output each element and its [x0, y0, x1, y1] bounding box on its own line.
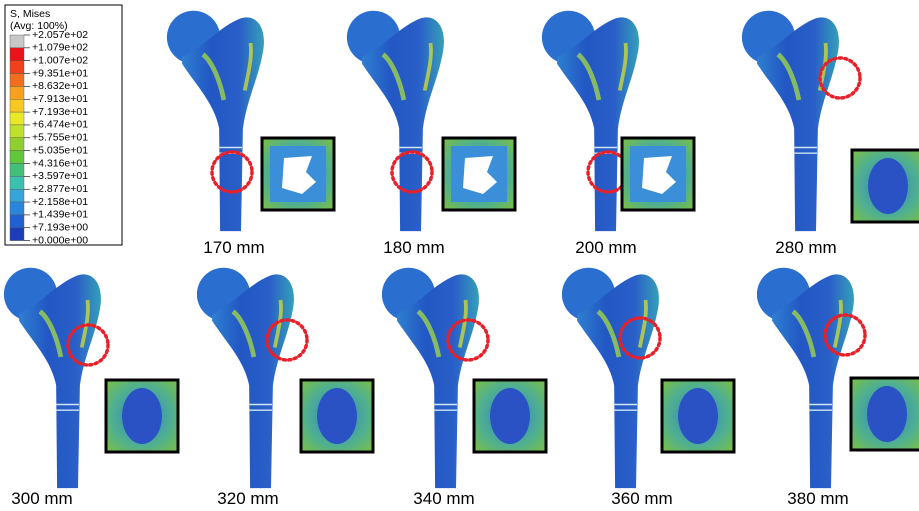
legend-swatch	[10, 138, 24, 151]
legend-label: +7.193e+01	[32, 106, 88, 118]
inset-core	[490, 388, 530, 444]
inset-core	[317, 388, 357, 444]
legend-swatch	[10, 125, 24, 138]
legend-swatch	[10, 74, 24, 87]
legend-label: +4.316e+01	[32, 157, 88, 169]
legend-title: S, Mises	[10, 8, 50, 20]
legend-label: +1.007e+02	[32, 54, 88, 66]
inset-core	[678, 388, 718, 444]
legend-label: +7.913e+01	[32, 93, 88, 105]
legend-label: +0.000e+00	[32, 234, 88, 246]
legend-swatch	[10, 189, 24, 202]
legend-label: +8.632e+01	[32, 80, 88, 92]
legend-swatch	[10, 215, 24, 228]
panel-label: 320 mm	[217, 489, 278, 508]
panel-label: 170 mm	[203, 238, 264, 257]
legend-label: +7.193e+00	[32, 222, 88, 234]
legend-swatch	[10, 228, 24, 241]
legend-label: +2.057e+02	[32, 29, 88, 41]
legend-swatch	[10, 35, 24, 48]
legend-swatch	[10, 176, 24, 189]
panel-label: 300 mm	[11, 489, 72, 508]
panel-label: 180 mm	[383, 238, 444, 257]
inset-core	[868, 158, 908, 214]
legend-swatch	[10, 86, 24, 99]
legend-label: +5.035e+01	[32, 144, 88, 156]
panel: 280 mm	[742, 11, 919, 257]
legend-label: +1.439e+01	[32, 209, 88, 221]
legend-label: +9.351e+01	[32, 67, 88, 79]
legend-label: +2.158e+01	[32, 196, 88, 208]
femur	[382, 268, 479, 488]
legend-swatch	[10, 48, 24, 61]
panel-label: 280 mm	[775, 238, 836, 257]
legend-label: +2.877e+01	[32, 183, 88, 195]
legend-label: +5.755e+01	[32, 132, 88, 144]
femur	[347, 11, 444, 231]
femur	[562, 268, 659, 488]
femur	[742, 11, 839, 231]
legend-swatch	[10, 99, 24, 112]
legend-label: +3.597e+01	[32, 170, 88, 182]
femur	[167, 11, 264, 231]
panel-label: 380 mm	[787, 489, 848, 508]
panel: 180 mm	[347, 11, 515, 257]
panel-label: 340 mm	[413, 489, 474, 508]
panel: 200 mm	[542, 11, 694, 257]
inset-core	[867, 386, 907, 442]
panel: 360 mm	[562, 268, 734, 508]
panel: 380 mm	[757, 268, 919, 508]
legend-swatch	[10, 202, 24, 215]
legend-swatch	[10, 151, 24, 164]
panel-label: 360 mm	[611, 489, 672, 508]
femur	[4, 268, 101, 488]
inset-core	[122, 388, 162, 444]
figure: S, Mises(Avg: 100%)+2.057e+02+1.079e+02+…	[0, 0, 919, 511]
femur	[757, 268, 854, 488]
panels: 170 mm 180 mm 200 mm 280 mm 300 mm 320 mm 340 …	[4, 11, 919, 508]
panel: 300 mm	[4, 268, 178, 508]
legend-swatch	[10, 112, 24, 125]
legend: S, Mises(Avg: 100%)+2.057e+02+1.079e+02+…	[10, 8, 88, 247]
legend-label: +1.079e+02	[32, 42, 88, 54]
legend-swatch	[10, 164, 24, 177]
panel: 170 mm	[167, 11, 334, 257]
femur	[197, 268, 294, 488]
legend-label: +6.474e+01	[32, 119, 88, 131]
panel-label: 200 mm	[575, 238, 636, 257]
panel: 320 mm	[197, 268, 373, 508]
legend-swatch	[10, 61, 24, 74]
panel: 340 mm	[382, 268, 546, 508]
